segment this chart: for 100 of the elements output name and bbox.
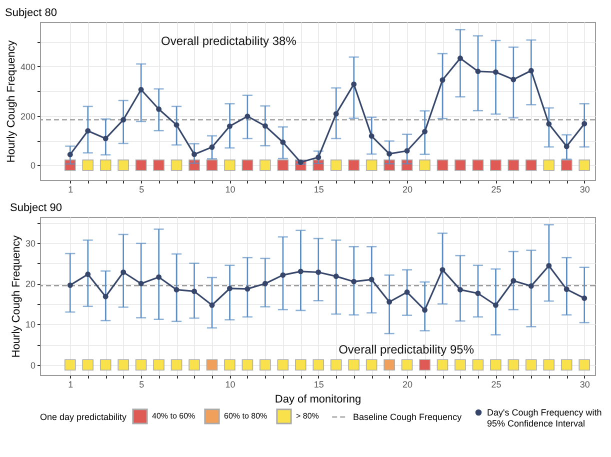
- y-tick-label: 0: [30, 360, 36, 370]
- point: [64, 359, 76, 370]
- point: [333, 111, 339, 117]
- point: [100, 359, 112, 370]
- point: [458, 286, 463, 292]
- point: [135, 160, 147, 171]
- point: [224, 160, 236, 171]
- point: [475, 68, 481, 74]
- x-tick-label: 20: [402, 380, 413, 390]
- x-axis-title: Day of monitoring: [274, 394, 362, 406]
- point: [120, 117, 126, 122]
- point: [316, 154, 322, 160]
- point: [316, 270, 322, 275]
- point: [262, 123, 268, 129]
- point: [404, 289, 410, 295]
- point: [138, 280, 144, 286]
- y-tick-label: 400: [20, 62, 36, 72]
- y-tick-label: 200: [20, 111, 36, 122]
- point: [209, 144, 215, 150]
- legend-title: One day predictability: [40, 412, 128, 422]
- point: [262, 280, 268, 286]
- point: [226, 286, 232, 292]
- point: [560, 160, 572, 171]
- x-tick-label: 30: [580, 380, 590, 390]
- y-tick-label: 20: [25, 279, 36, 290]
- x-tick-label: 5: [139, 380, 144, 390]
- point: [422, 128, 428, 134]
- point: [582, 120, 588, 126]
- annotation: Overall predictability 95%: [338, 342, 474, 357]
- point: [492, 69, 498, 75]
- point: [578, 160, 590, 171]
- point: [401, 359, 413, 370]
- point: [192, 152, 198, 158]
- point: [330, 160, 342, 171]
- y-axis-title: Hourly Cough Frequency: [5, 40, 18, 163]
- point: [366, 160, 378, 171]
- legend-label: > 80%: [296, 411, 319, 420]
- point: [280, 272, 286, 278]
- point: [206, 359, 218, 370]
- point: [138, 86, 144, 92]
- point: [386, 151, 392, 157]
- legend-label: Day's Cough Frequency with 95% Confidence Interval: [487, 408, 602, 428]
- legend-label: 60% to 80%: [224, 411, 268, 420]
- point: [153, 160, 164, 171]
- point: [348, 160, 360, 171]
- legend-label: Baseline Cough Frequency: [353, 412, 462, 422]
- x-tick-label: 15: [314, 184, 324, 194]
- point: [404, 148, 410, 154]
- point: [578, 359, 590, 370]
- x-tick-label: 25: [491, 380, 502, 390]
- point: [436, 160, 448, 171]
- point: [85, 272, 91, 278]
- point: [100, 160, 112, 171]
- x-tick-label: 25: [491, 184, 502, 194]
- point: [118, 359, 129, 370]
- annotation: Overall predictability 38%: [160, 34, 297, 48]
- point: [472, 160, 484, 171]
- point: [440, 267, 446, 273]
- point: [366, 359, 378, 370]
- point: [298, 159, 304, 165]
- point: [156, 106, 162, 112]
- y-tick-label: 30: [25, 238, 36, 248]
- point: [188, 359, 200, 370]
- point: [260, 160, 271, 171]
- x-tick-label: 5: [139, 184, 144, 194]
- point: [209, 302, 215, 308]
- point: [526, 160, 537, 171]
- point: [118, 160, 129, 171]
- point: [174, 286, 180, 292]
- point: [564, 144, 570, 150]
- point: [224, 359, 236, 370]
- point: [510, 76, 516, 82]
- point: [298, 268, 304, 274]
- point: [543, 359, 555, 370]
- x-tick-label: 15: [314, 380, 324, 390]
- point: [419, 359, 430, 370]
- point: [543, 160, 555, 171]
- point: [475, 290, 481, 296]
- point: [564, 286, 570, 292]
- point: [135, 359, 147, 370]
- y-axis-title: Hourly Cough Frequency: [10, 234, 22, 358]
- point: [351, 278, 357, 284]
- x-tick-label: 1: [68, 184, 74, 194]
- point: [458, 56, 463, 62]
- point: [82, 359, 94, 370]
- chart-title: Subject 90: [10, 202, 62, 214]
- point: [82, 160, 94, 171]
- point: [333, 274, 339, 280]
- point: [436, 359, 448, 370]
- point: [508, 359, 520, 370]
- y-tick-label: 0: [30, 160, 36, 171]
- point: [206, 160, 218, 171]
- point: [192, 288, 198, 294]
- point: [490, 359, 502, 370]
- point: [528, 283, 534, 289]
- point: [67, 152, 73, 158]
- point: [280, 139, 286, 145]
- point: [153, 359, 164, 370]
- point: [85, 128, 91, 134]
- point: [440, 77, 446, 83]
